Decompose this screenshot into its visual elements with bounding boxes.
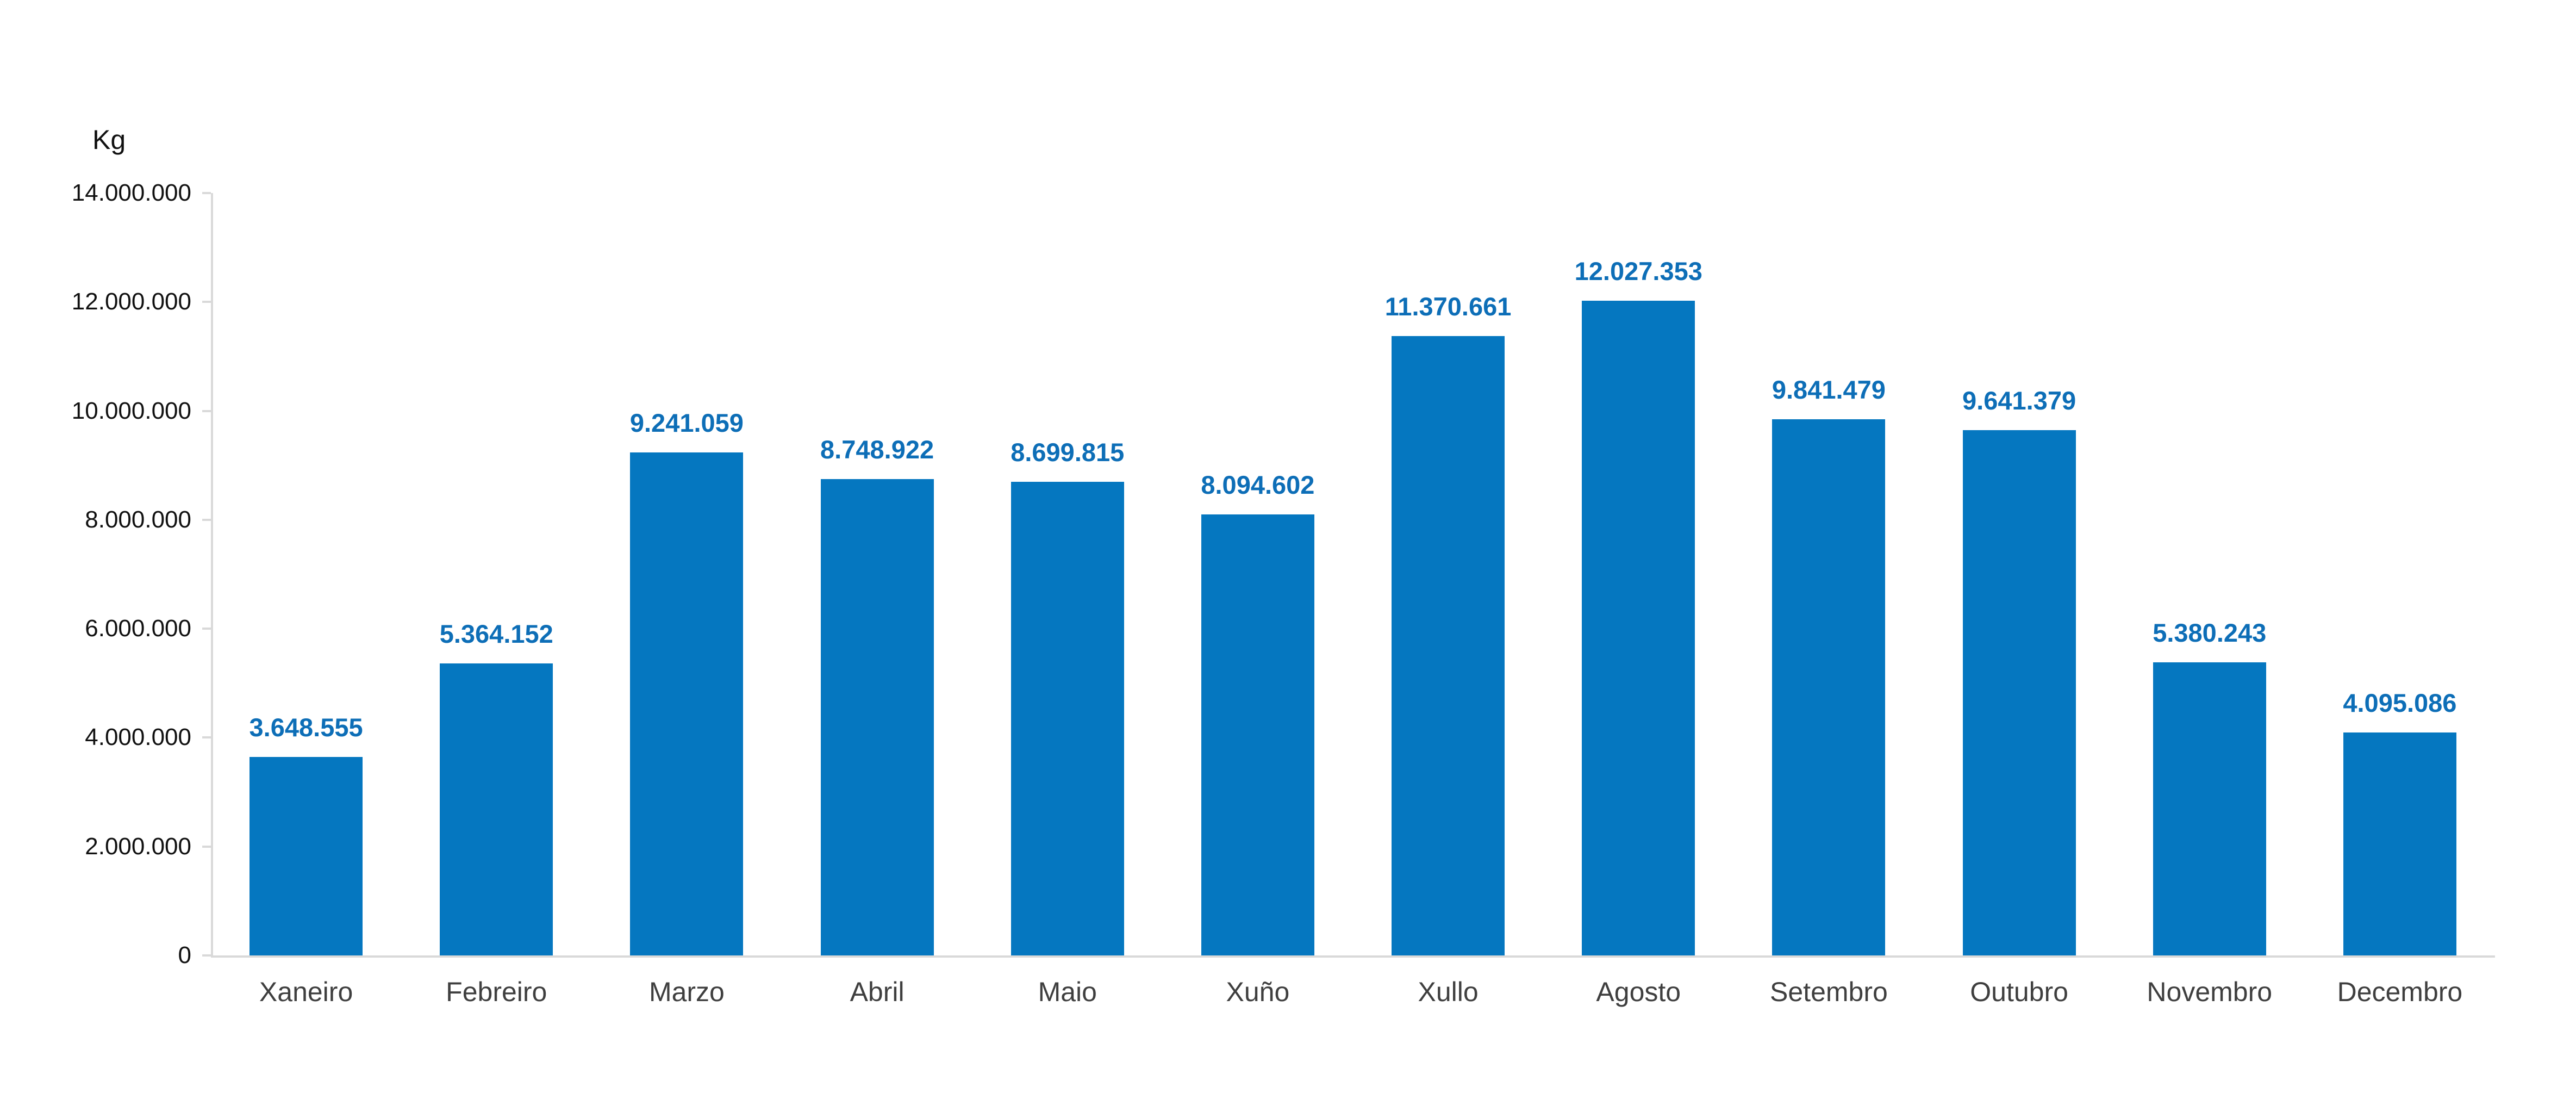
value-label: 5.380.243 [2153, 618, 2267, 648]
y-tick-mark [202, 518, 211, 521]
value-label: 12.027.353 [1574, 256, 1702, 285]
x-tick-label-setembro: Setembro [1770, 977, 1888, 1007]
x-tick-label-xullo: Xullo [1418, 977, 1479, 1007]
bar-maio [1011, 481, 1124, 955]
bar-febreiro [440, 663, 553, 955]
y-tick-mark [202, 736, 211, 739]
y-tick-label: 12.000.000 [71, 288, 191, 315]
y-axis-line [211, 193, 213, 955]
value-label: 9.641.379 [1962, 386, 2076, 415]
y-tick-label: 8.000.000 [85, 506, 191, 533]
bar-decembro [2343, 732, 2456, 955]
bar-xaneiro [250, 756, 363, 955]
value-label: 8.748.922 [820, 434, 934, 464]
value-label: 9.241.059 [629, 408, 744, 437]
value-label: 5.364.152 [439, 619, 553, 648]
value-label: 11.370.661 [1384, 292, 1512, 321]
value-label: 8.094.602 [1201, 470, 1315, 500]
x-tick-label-agosto: Agosto [1596, 977, 1681, 1007]
y-tick-label: 2.000.000 [85, 833, 191, 860]
y-tick-label: 6.000.000 [85, 615, 191, 642]
bar-xuño [1201, 514, 1314, 955]
x-tick-label-xuño: Xuño [1226, 977, 1290, 1007]
bar-novembro [2153, 662, 2266, 955]
x-axis-line [211, 955, 2495, 958]
x-tick-label-decembro: Decembro [2337, 977, 2463, 1007]
y-tick-mark [202, 301, 211, 303]
y-tick-label: 10.000.000 [71, 397, 191, 424]
bar-abril [820, 479, 934, 955]
value-label: 4.095.086 [2343, 688, 2457, 717]
x-tick-label-maio: Maio [1038, 977, 1097, 1007]
y-tick-mark [202, 409, 211, 412]
x-tick-label-xaneiro: Xaneiro [259, 977, 353, 1007]
x-tick-label-outubro: Outubro [1970, 977, 2068, 1007]
x-tick-label-marzo: Marzo [648, 977, 725, 1007]
value-label: 8.699.815 [1011, 437, 1125, 467]
y-tick-mark [202, 845, 211, 848]
bar-agosto [1582, 300, 1695, 955]
x-tick-label-abril: Abril [850, 977, 905, 1007]
y-axis-title: Kg [92, 125, 126, 155]
y-tick-mark [202, 192, 211, 194]
x-tick-label-febreiro: Febreiro [446, 977, 547, 1007]
bar-marzo [630, 452, 744, 955]
x-tick-label-novembro: Novembro [2147, 977, 2273, 1007]
bar-xullo [1392, 336, 1505, 955]
bar-setembro [1772, 419, 1886, 955]
y-tick-label: 0 [178, 942, 191, 968]
value-label: 3.648.555 [249, 712, 363, 742]
y-tick-label: 14.000.000 [71, 179, 191, 206]
y-tick-mark [202, 954, 211, 957]
y-tick-label: 4.000.000 [85, 724, 191, 751]
y-tick-mark [202, 628, 211, 630]
value-label: 9.841.479 [1772, 375, 1886, 405]
bar-outubro [1962, 430, 2076, 955]
